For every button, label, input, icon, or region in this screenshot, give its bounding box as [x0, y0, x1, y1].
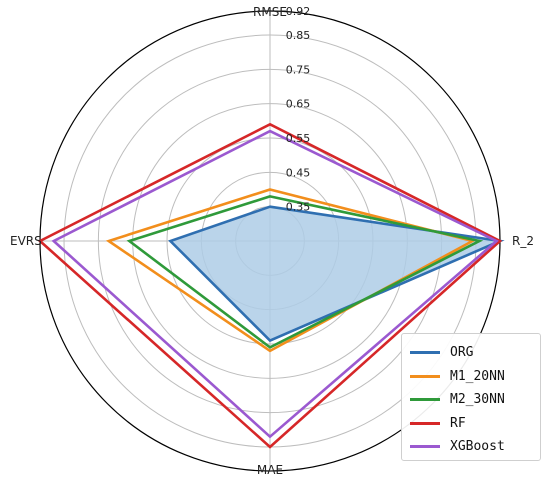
- legend-swatch: [410, 351, 440, 355]
- radial-tick-label: 0.92: [286, 5, 311, 18]
- radial-tick-label: 0.35: [286, 201, 311, 214]
- legend: ORG M1_20NN M2_30NN RF XGBoost: [401, 333, 541, 461]
- legend-label: RF: [450, 415, 466, 431]
- radial-tick-label: 0.75: [286, 63, 311, 76]
- legend-label: M2_30NN: [450, 392, 505, 408]
- axis-label-r-2: R_2: [512, 234, 534, 248]
- axis-label-rmse: RMSE: [253, 5, 287, 19]
- legend-swatch: [410, 445, 440, 449]
- legend-label: M1_20NN: [450, 368, 505, 384]
- radar-series: [37, 122, 505, 449]
- axis-labels: RMSE R_2 MAE EVRS: [10, 5, 534, 477]
- legend-swatch: [410, 374, 440, 378]
- legend-swatch: [410, 398, 440, 402]
- series-line-xgboost: [51, 129, 499, 439]
- radial-tick-label: 0.85: [286, 29, 311, 42]
- legend-label: ORG: [450, 345, 474, 361]
- radial-tick-label: 0.45: [286, 166, 311, 179]
- legend-swatch: [410, 421, 440, 425]
- legend-label: XGBoost: [450, 439, 505, 455]
- series-line-rf: [37, 122, 503, 449]
- radial-tick-label: 0.55: [286, 132, 311, 145]
- series-line-m2-30nn: [126, 195, 484, 349]
- legend-item: M1_20NN: [410, 365, 540, 389]
- radial-tick-labels: 0.35 0.45 0.55 0.65 0.75 0.85 0.92: [286, 5, 311, 214]
- axis-label-mae: MAE: [257, 463, 283, 477]
- legend-item: XGBoost: [410, 435, 540, 459]
- series-fill: [170, 206, 500, 341]
- legend-item: ORG: [410, 341, 540, 365]
- legend-item: RF: [410, 412, 540, 436]
- axis-label-evrs: EVRS: [10, 234, 42, 248]
- radial-tick-label: 0.65: [286, 98, 311, 111]
- legend-item: M2_30NN: [410, 388, 540, 412]
